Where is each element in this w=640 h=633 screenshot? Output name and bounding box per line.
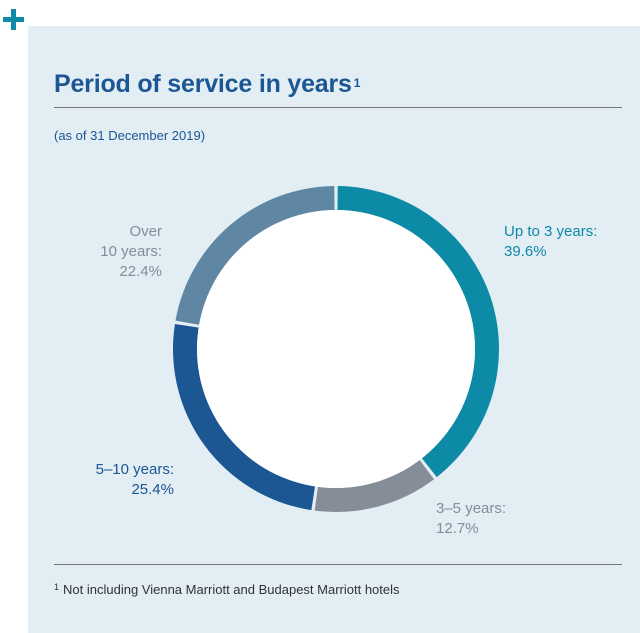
donut-slice-5-10-years [172,323,315,511]
slice-label-line: Up to 3 years: [504,223,598,240]
slice-label-value: 12.7% [436,520,479,537]
plus-icon [3,9,27,33]
footnote-divider [54,564,622,565]
page-title: Period of service in years 1 [54,64,360,104]
donut-hole [197,210,475,488]
footnote: 1 Not including Vienna Marriott and Budap… [54,582,400,597]
slice-label-line: 10 years: [100,243,162,260]
footnote-text: Not including Vienna Marriott and Budape… [63,582,400,597]
slice-label-5-10-years: 5–10 years: 25.4% [62,460,174,500]
slice-label-line: 3–5 years: [436,500,507,517]
slice-label-value: 39.6% [504,243,547,260]
donut-slice-up-to-3-years [337,186,499,478]
slice-label-over-10-years: Over 10 years: 22.4% [62,222,162,282]
slice-label-value: 22.4% [119,263,162,280]
chart-subtitle: (as of 31 December 2019) [54,128,206,143]
donut-slice-over-10-years [175,186,335,325]
title-divider [54,107,622,108]
slice-label-line: Over [129,223,162,240]
slice-label-up-to-3-years: Up to 3 years: 39.6% [504,222,597,262]
title-footnote-ref: 1 [353,76,361,90]
slice-label-value: 25.4% [131,481,174,498]
donut-slice-3-5-years [314,460,435,512]
slice-label-line: 5–10 years: [95,461,174,478]
title-text: Period of service in years [54,70,352,98]
footnote-ref: 1 [54,582,60,592]
slice-label-3-5-years: 3–5 years: 12.7% [436,499,506,539]
